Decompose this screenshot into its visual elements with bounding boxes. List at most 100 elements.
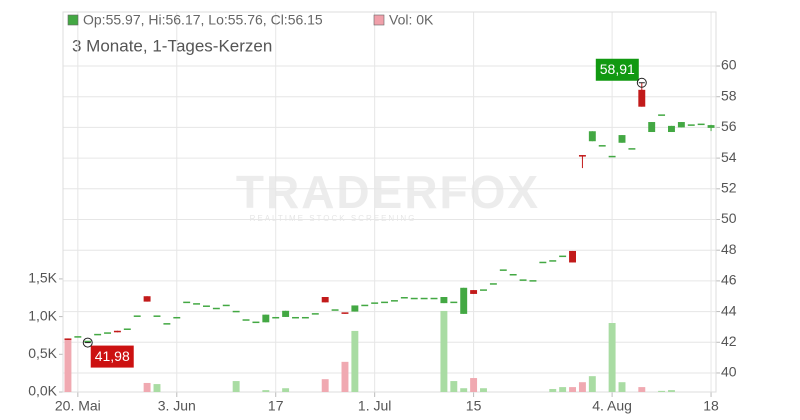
x-tick-label: 20. Mai bbox=[55, 398, 101, 414]
candle-body bbox=[608, 155, 616, 158]
x-tick-label: 15 bbox=[466, 398, 482, 414]
candle-body bbox=[460, 287, 468, 314]
candle-body bbox=[143, 296, 151, 302]
candle-body bbox=[549, 260, 557, 262]
y-tick-label: 48 bbox=[721, 241, 737, 257]
candle-body bbox=[193, 303, 201, 305]
volume-bar bbox=[450, 381, 458, 392]
candle-body bbox=[381, 301, 389, 304]
candle-body bbox=[242, 319, 250, 321]
candle-body bbox=[351, 305, 359, 312]
volume-bar bbox=[321, 379, 329, 392]
candle-body bbox=[153, 315, 161, 317]
candle-body bbox=[697, 123, 705, 126]
volume-bar bbox=[638, 387, 646, 392]
candle-body bbox=[282, 310, 290, 317]
candle-body bbox=[262, 314, 270, 323]
y-tick-label: 40 bbox=[721, 364, 737, 380]
candle-body bbox=[371, 302, 379, 304]
annotation-label: 41,98 bbox=[95, 348, 130, 364]
volume-bar bbox=[668, 390, 675, 392]
candle-body bbox=[104, 332, 111, 334]
candle-body bbox=[410, 297, 418, 300]
candle-body bbox=[519, 279, 527, 281]
x-tick-label: 4. Aug bbox=[592, 398, 632, 414]
y-tick-label: 46 bbox=[721, 272, 737, 288]
candle-body bbox=[331, 309, 339, 311]
watermark-title: TRADERFOX bbox=[236, 166, 540, 218]
x-tick-label: 3. Jun bbox=[158, 398, 196, 414]
y-tick-label: 54 bbox=[721, 149, 737, 165]
candle-body bbox=[559, 255, 567, 258]
y2-tick-label: 0,5K bbox=[28, 345, 57, 361]
volume-bar bbox=[351, 330, 359, 392]
candle-body bbox=[687, 124, 695, 126]
volume-bar bbox=[460, 388, 468, 392]
annotation-marker bbox=[82, 337, 93, 348]
volume-bar bbox=[143, 382, 151, 392]
candle-body bbox=[677, 122, 685, 128]
candle-body bbox=[272, 316, 280, 319]
candle-body bbox=[113, 330, 121, 333]
candle-body bbox=[420, 297, 428, 300]
candle-body bbox=[707, 125, 715, 128]
volume-bar bbox=[480, 388, 487, 392]
y2-tick-label: 0,0K bbox=[28, 383, 57, 399]
candle-body bbox=[499, 269, 507, 271]
candle-body bbox=[489, 283, 497, 285]
candle-body bbox=[470, 290, 478, 294]
candle-body bbox=[578, 155, 586, 157]
candle-body bbox=[321, 297, 329, 303]
candle-body bbox=[84, 340, 92, 343]
candle-body bbox=[628, 148, 636, 150]
price-annotation: 41,98 bbox=[82, 337, 134, 368]
candle-body bbox=[509, 273, 517, 276]
candle-body bbox=[598, 145, 606, 147]
y-tick-label: 44 bbox=[721, 302, 737, 318]
volume-bar bbox=[440, 310, 448, 392]
volume-bar bbox=[153, 384, 161, 392]
volume-bar bbox=[549, 388, 557, 392]
annotation-label: 58,91 bbox=[600, 61, 635, 77]
candle-body bbox=[74, 336, 82, 338]
x-tick-label: 18 bbox=[703, 398, 719, 414]
candle-body bbox=[588, 131, 596, 142]
volume-bar bbox=[559, 387, 567, 392]
annotation-box bbox=[90, 345, 134, 368]
candle-body bbox=[252, 321, 260, 324]
volume-bar bbox=[658, 390, 666, 392]
candle-body bbox=[173, 316, 181, 319]
candle-body bbox=[638, 89, 646, 107]
candle-body bbox=[361, 304, 369, 307]
candle-body bbox=[390, 300, 398, 302]
candle-body bbox=[529, 280, 537, 282]
candle-body bbox=[133, 315, 141, 317]
volume-bar bbox=[232, 381, 240, 392]
candle-body bbox=[618, 135, 626, 143]
candle-body bbox=[163, 323, 171, 325]
legend-swatch bbox=[373, 14, 385, 26]
y2-tick-label: 1,0K bbox=[28, 307, 57, 323]
y-tick-label: 56 bbox=[721, 118, 737, 134]
watermark-tagline: REALTIME STOCK SCREENING bbox=[250, 214, 417, 223]
candle-body bbox=[480, 289, 487, 291]
legend-swatch bbox=[67, 14, 79, 26]
volume-bar bbox=[569, 387, 577, 392]
candle-body bbox=[569, 250, 577, 263]
volume-bar bbox=[282, 388, 290, 392]
candle-body bbox=[311, 313, 319, 315]
candle-body bbox=[450, 301, 458, 304]
candle-body bbox=[400, 297, 408, 299]
candle-body bbox=[648, 122, 656, 133]
x-tick-label: 1. Jul bbox=[358, 398, 391, 414]
y-tick-label: 60 bbox=[721, 57, 737, 73]
candle-body bbox=[668, 125, 675, 133]
volume-bar bbox=[341, 361, 349, 392]
candle-body bbox=[301, 316, 309, 319]
candle-body bbox=[440, 297, 448, 304]
y-tick-label: 58 bbox=[721, 87, 737, 103]
volume-bar bbox=[608, 323, 616, 392]
y2-tick-label: 1,5K bbox=[28, 270, 57, 286]
legend-label: Op:55.97, Hi:56.17, Lo:55.76, Cl:56.15 bbox=[83, 12, 323, 28]
